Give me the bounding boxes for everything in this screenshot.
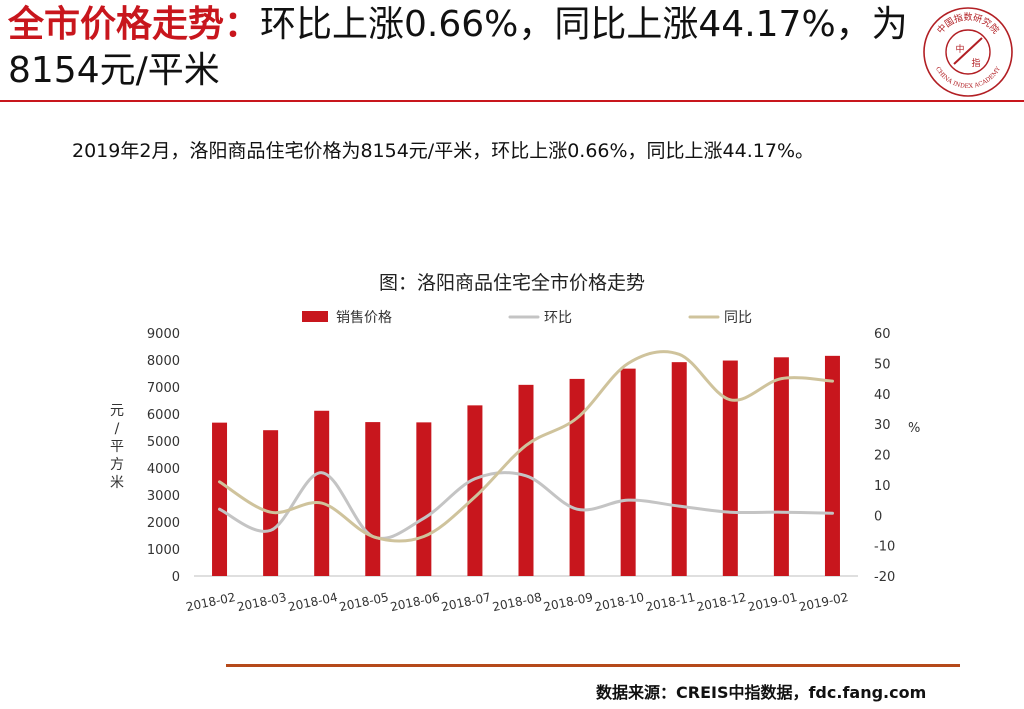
y-tick-label: 7000 (147, 381, 180, 396)
legend-label: 环比 (544, 310, 572, 326)
chart-title: 图：洛阳商品住宅全市价格走势 (378, 272, 645, 294)
y2-axis-label: % (908, 421, 920, 436)
y2-tick-label: 0 (874, 509, 882, 524)
y-tick-label: 6000 (147, 408, 180, 423)
bar-sales-price (569, 378, 585, 576)
y2-tick-label: 50 (874, 357, 891, 372)
x-tick-label: 2018-10 (593, 590, 645, 614)
logo-bottom-text: CHINA INDEX ACADEMY (934, 65, 1002, 90)
x-tick-label: 2018-06 (389, 590, 441, 614)
y-tick-label: 0 (172, 570, 180, 585)
y2-tick-label: 10 (874, 479, 891, 494)
y-axis-label-char: 米 (110, 475, 124, 491)
footer-divider (226, 664, 960, 667)
y2-tick-label: 30 (874, 418, 891, 433)
logo-center-text-2: 指 (971, 57, 980, 69)
bar-sales-price (263, 430, 279, 576)
header-divider (0, 100, 1024, 102)
x-tick-label: 2018-03 (236, 590, 288, 614)
y2-tick-label: -20 (874, 570, 895, 585)
bar-sales-price (773, 357, 789, 576)
y2-tick-label: 40 (874, 388, 891, 403)
x-tick-label: 2019-01 (747, 590, 799, 614)
summary-text: 2019年2月，洛阳商品住宅价格为8154元/平米，环比上涨0.66%，同比上涨… (72, 140, 815, 162)
y-tick-label: 2000 (147, 516, 180, 531)
bar-sales-price (365, 422, 381, 576)
x-tick-label: 2018-09 (542, 590, 594, 614)
bar-sales-price (518, 384, 534, 576)
x-tick-label: 2018-05 (338, 590, 390, 614)
bar-sales-price (416, 422, 432, 576)
y-tick-label: 8000 (147, 354, 180, 369)
logo-center-text: 中 (955, 43, 964, 55)
page-header: 全市价格走势：环比上涨0.66%，同比上涨44.17%，为8154元/平米 (8, 2, 908, 94)
x-tick-label: 2018-11 (644, 590, 696, 614)
y-tick-label: 5000 (147, 435, 180, 450)
bar-sales-price (467, 405, 483, 576)
bar-sales-price (824, 355, 840, 576)
y2-tick-label: 20 (874, 449, 891, 464)
y-tick-label: 4000 (147, 462, 180, 477)
y2-tick-label: -10 (874, 540, 895, 555)
header-title-rest: 环比上涨0.66%，同比上涨44.17%，为8154元/平米 (8, 4, 908, 91)
x-tick-label: 2018-12 (695, 590, 747, 614)
legend-label: 销售价格 (336, 310, 392, 326)
legend-label: 同比 (724, 310, 752, 326)
line-yoy (218, 350, 834, 543)
legend-swatch-sales-price (302, 311, 328, 322)
y-axis-label-char: 元 (110, 403, 124, 419)
y2-tick-label: 60 (874, 327, 891, 342)
svg-text:CHINA INDEX ACADEMY: CHINA INDEX ACADEMY (934, 65, 1002, 90)
bar-sales-price (620, 368, 636, 576)
data-source: 数据来源：CREIS中指数据，fdc.fang.com (596, 683, 927, 702)
x-tick-label: 2018-08 (491, 590, 543, 614)
x-tick-label: 2018-02 (185, 590, 237, 614)
x-tick-label: 2018-07 (440, 590, 492, 614)
y-tick-label: 9000 (147, 327, 180, 342)
x-tick-label: 2019-02 (798, 590, 850, 614)
bar-sales-price (314, 410, 330, 576)
china-index-academy-logo: 中国指数研究院 CHINA INDEX ACADEMY 中 指 (923, 7, 1013, 97)
y-tick-label: 3000 (147, 489, 180, 504)
bar-sales-price (212, 422, 228, 576)
y-tick-label: 1000 (147, 543, 180, 558)
x-tick-label: 2018-04 (287, 590, 339, 614)
y-axis-label-char: 平 (110, 439, 124, 455)
bar-sales-price (722, 360, 738, 576)
price-trend-chart: 0 1000 2000 3000 4000 5000 6000 7000 8000 9000 -20… (110, 310, 920, 614)
y-axis-label-char: / (115, 421, 120, 437)
header-title-accent: 全市价格走势： (8, 4, 261, 45)
line-mom (218, 471, 834, 540)
bar-sales-price (671, 362, 687, 576)
y-axis-label-char: 方 (110, 457, 124, 473)
